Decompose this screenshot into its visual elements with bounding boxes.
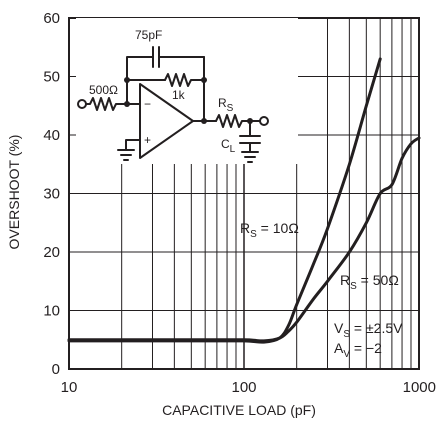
y-tick-label: 40 xyxy=(43,127,60,144)
y-tick-label: 10 xyxy=(43,303,60,320)
series-label-rs10: RS = 10Ω xyxy=(240,220,299,240)
output-terminal xyxy=(259,116,269,126)
load-capacitor xyxy=(239,120,261,163)
y-axis-title: OVERSHOOT (%) xyxy=(6,135,22,250)
x-tick-labels: 10 100 1000 xyxy=(61,379,436,396)
node-dot xyxy=(247,118,253,124)
resistor-value-1k: 1k xyxy=(172,88,186,102)
node-dot xyxy=(201,77,207,83)
y-tick-label: 50 xyxy=(43,69,60,86)
y-tick-labels: 0 10 20 30 40 50 60 xyxy=(43,10,60,378)
cl-label: CL xyxy=(221,137,236,155)
node-dot xyxy=(124,77,130,83)
capacitor-value: 75pF xyxy=(135,28,162,42)
supply-voltage-label: VS = ±2.5V xyxy=(334,320,403,340)
rs-label: RS xyxy=(218,96,234,114)
gain-label: AV = −2 xyxy=(334,340,382,360)
y-tick-label: 0 xyxy=(52,361,60,378)
series-label-rs50: RS = 50Ω xyxy=(340,272,399,292)
y-tick-label: 60 xyxy=(43,10,60,27)
schematic-background xyxy=(76,18,298,164)
rs-resistor xyxy=(215,114,261,128)
y-tick-label: 20 xyxy=(43,244,60,261)
opamp-triangle xyxy=(139,83,194,159)
y-tick-label: 30 xyxy=(43,186,60,203)
inverting-input-sign: − xyxy=(144,97,151,111)
series-lines xyxy=(67,57,421,344)
feedback-resistor xyxy=(164,73,205,87)
amplifier-schematic: 75pF 1k 500Ω − + RS CL xyxy=(76,18,298,164)
x-axis-title: CAPACITIVE LOAD (pF) xyxy=(162,402,316,418)
feedback-capacitor xyxy=(141,46,205,68)
series-line-rs50 xyxy=(67,136,421,343)
node-dot xyxy=(124,101,130,107)
node-dot xyxy=(201,118,207,124)
noninverting-ground xyxy=(117,139,141,161)
noninverting-input-sign: + xyxy=(144,133,151,147)
x-tick-label: 10 xyxy=(61,379,78,396)
x-tick-label: 1000 xyxy=(403,379,436,396)
input-resistor xyxy=(85,97,128,111)
resistor-value-500: 500Ω xyxy=(89,83,118,97)
x-tick-label: 100 xyxy=(231,379,256,396)
